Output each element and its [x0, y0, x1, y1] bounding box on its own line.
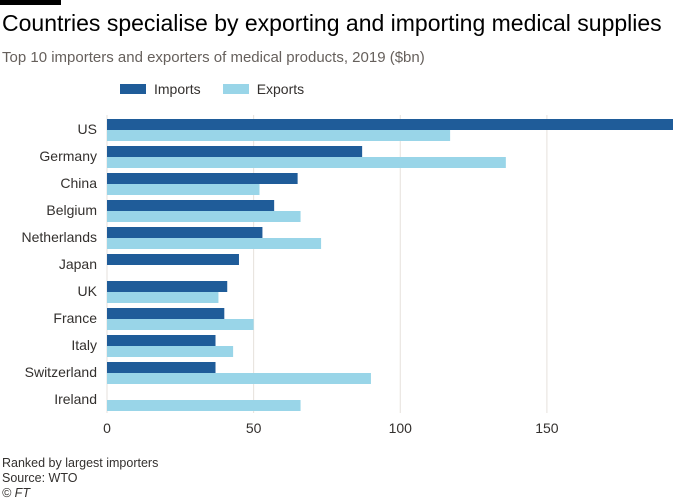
footer-credit: © FT [2, 486, 30, 500]
bar-exports-italy [107, 346, 234, 357]
chart-subtitle: Top 10 importers and exporters of medica… [2, 49, 425, 66]
footer-note: Ranked by largest importers [2, 456, 159, 470]
bar-exports-switzerland [107, 373, 371, 384]
legend-label-exports: Exports [256, 81, 305, 97]
category-label-france: France [53, 310, 97, 326]
legend-item-imports: Imports [120, 81, 201, 97]
bar-imports-netherlands [107, 227, 263, 238]
bar-exports-uk [107, 292, 219, 303]
legend-swatch-imports [120, 84, 146, 94]
chart-title: Countries specialise by exporting and im… [2, 10, 662, 36]
category-label-netherlands: Netherlands [22, 229, 98, 245]
category-label-uk: UK [78, 283, 98, 299]
bar-exports-us [107, 130, 451, 141]
bar-imports-france [107, 308, 225, 319]
bar-imports-uk [107, 281, 228, 292]
bar-imports-germany [107, 146, 363, 157]
bar-imports-japan [107, 254, 239, 265]
bar-exports-belgium [107, 211, 301, 222]
bar-chart: 0 50 100 150 US Germany China Belgium Netherland… [22, 115, 673, 436]
bar-exports-netherlands [107, 238, 322, 249]
category-label-china: China [60, 175, 97, 191]
x-tick-label-150: 150 [535, 420, 559, 436]
x-tick-label-50: 50 [246, 420, 262, 436]
bar-imports-us [107, 119, 673, 130]
header-accent-bar [0, 0, 61, 5]
bar-imports-switzerland [107, 362, 216, 373]
x-tick-label-0: 0 [103, 420, 111, 436]
category-label-switzerland: Switzerland [25, 364, 97, 380]
category-label-belgium: Belgium [46, 202, 97, 218]
bar-exports-china [107, 184, 260, 195]
bar-imports-china [107, 173, 298, 184]
bar-exports-france [107, 319, 254, 330]
category-label-us: US [78, 121, 97, 137]
x-tick-label-100: 100 [389, 420, 413, 436]
category-label-japan: Japan [59, 256, 97, 272]
bar-imports-belgium [107, 200, 275, 211]
bar-exports-germany [107, 157, 506, 168]
category-label-italy: Italy [71, 337, 97, 353]
category-label-germany: Germany [39, 148, 97, 164]
bar-exports-ireland [107, 400, 301, 411]
category-label-ireland: Ireland [54, 391, 97, 407]
footer-source: Source: WTO [2, 471, 78, 485]
legend-item-exports: Exports [222, 81, 305, 97]
legend-swatch-exports [222, 84, 249, 94]
legend: Imports Exports [120, 80, 326, 98]
legend-label-imports: Imports [154, 81, 201, 97]
bar-imports-italy [107, 335, 216, 346]
